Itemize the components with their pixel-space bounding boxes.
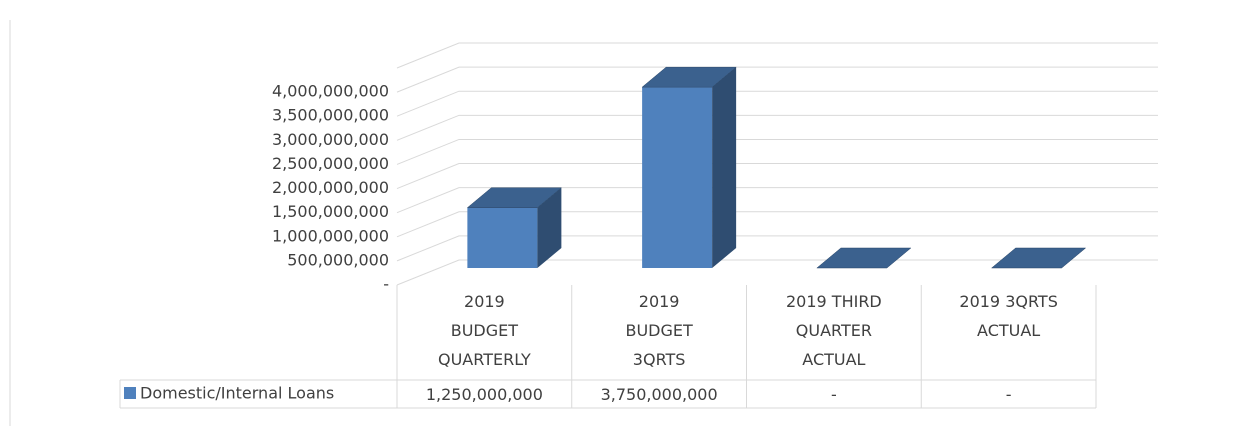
data-table-value: 3,750,000,000 (600, 385, 718, 404)
data-table-value-box: 3,750,000,000 (600, 385, 718, 404)
y-tick-label: 4,000,000,000 (272, 82, 389, 101)
x-tick-label-box: 2019 BUDGET QUARTERLY (437, 292, 531, 369)
y-tick-label: 3,500,000,000 (272, 106, 389, 125)
y-tick-label: 2,500,000,000 (272, 154, 389, 173)
x-tick-label-box: 2019 BUDGET 3QRTS (625, 292, 693, 369)
grid-line (396, 211, 1158, 238)
grid-line (396, 42, 1158, 69)
grid-line (396, 90, 1158, 117)
x-tick-label-box: 2019 3QRTS ACTUAL (959, 292, 1058, 340)
bar-top (641, 66, 737, 88)
bar (641, 66, 737, 269)
legend-swatch (124, 387, 136, 399)
bar (990, 247, 1087, 269)
data-table-value-box: - (1005, 385, 1012, 404)
grid-line (396, 235, 1158, 262)
y-tick-label: 1,000,000,000 (272, 226, 389, 245)
bar (816, 247, 912, 269)
grid-line (396, 187, 1158, 214)
bar-front (467, 207, 538, 268)
data-table-value-box: - (830, 385, 837, 404)
bar-top (990, 247, 1087, 269)
y-tick-label: 1,500,000,000 (272, 202, 389, 221)
bar-side (537, 187, 562, 268)
y-tick-label: 500,000,000 (287, 250, 389, 269)
data-table-value: - (1005, 385, 1012, 404)
grid-line (396, 259, 1158, 286)
bar-side (712, 67, 737, 269)
grid-line (396, 163, 1158, 190)
bar-front (642, 87, 713, 269)
x-tick-label: 2019 THIRD QUARTER ACTUAL (785, 292, 882, 369)
legend-label: Domestic/Internal Loans (140, 384, 334, 403)
grid-line (396, 66, 1158, 93)
data-table-value: 1,250,000,000 (425, 385, 543, 404)
y-tick-label: 2,000,000,000 (272, 178, 389, 197)
y-tick-label: - (383, 275, 389, 294)
bar-top (466, 187, 563, 208)
x-tick-label-box: 2019 THIRD QUARTER ACTUAL (785, 292, 882, 369)
bar (466, 187, 563, 268)
x-tick-label: 2019 BUDGET QUARTERLY (437, 292, 531, 369)
data-table-value-box: 1,250,000,000 (425, 385, 543, 404)
grid-line (396, 138, 1158, 165)
bar-top (816, 247, 912, 269)
grid-line (396, 114, 1158, 141)
data-table-value: - (830, 385, 837, 404)
x-tick-label: 2019 BUDGET 3QRTS (625, 292, 693, 369)
y-tick-label: 3,000,000,000 (272, 130, 389, 149)
x-tick-label: 2019 3QRTS ACTUAL (959, 292, 1058, 340)
